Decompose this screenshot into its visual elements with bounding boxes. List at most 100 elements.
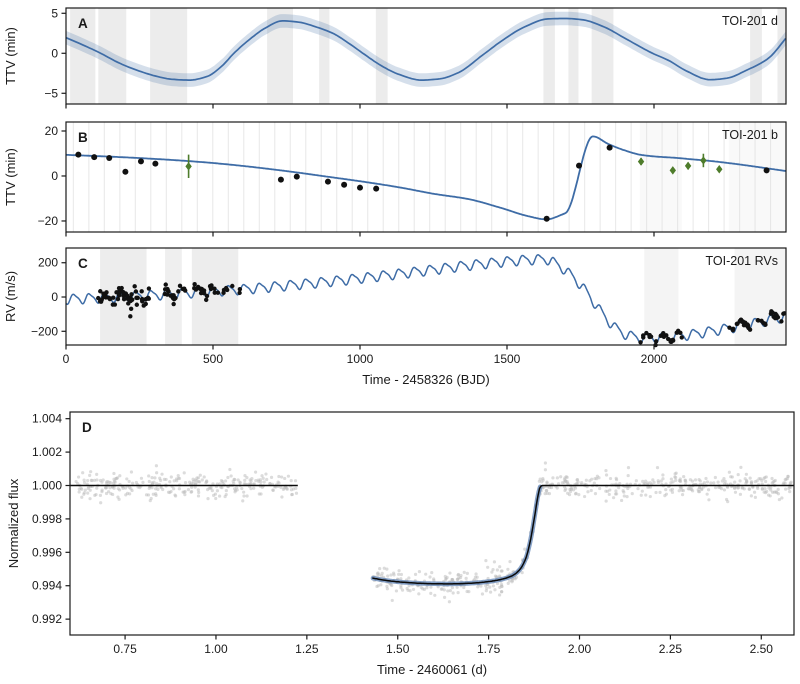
y-axis-tick-label: 200 [38,256,58,270]
ttv-data-point [293,173,300,180]
flux-data-point [644,479,648,483]
ttv-data-point [576,162,583,169]
flux-data-point [595,477,599,481]
flux-data-point [626,473,630,478]
flux-data-point [543,468,548,472]
flux-data-point [282,486,286,490]
flux-data-point [752,490,757,494]
observation-window-stripe [319,8,330,104]
flux-data-point [491,568,495,572]
flux-data-point [411,587,416,592]
ttv-data-point-green [669,166,677,175]
flux-data-point [397,572,401,576]
flux-data-point [294,491,299,495]
flux-data-point [712,481,716,485]
flux-data-point [382,566,386,570]
flux-data-point [448,589,452,593]
rv-data-point [116,293,122,298]
panel-letter: A [78,16,88,31]
flux-data-point [428,575,432,579]
flux-data-point [88,473,92,477]
x-axis-tick-label: 0 [63,352,70,366]
flux-data-point [196,488,200,492]
flux-data-point [89,470,93,474]
flux-data-point [113,480,117,484]
flux-data-point [661,477,665,481]
flux-data-point [182,471,186,475]
flux-data-point [86,491,90,495]
flux-data-point [655,466,660,470]
flux-data-point [233,477,237,482]
flux-data-point [674,478,678,482]
flux-data-point [697,478,701,482]
flux-data-point [268,481,272,486]
flux-data-point [693,478,698,482]
flux-data-point [376,584,380,588]
observation-window-stripe [750,8,762,104]
rv-data-point [146,286,152,291]
flux-data-point [494,575,499,579]
flux-data-point [784,487,788,491]
flux-data-point [663,493,667,498]
rv-data-point [668,338,674,343]
ttv-data-point [543,215,550,222]
x-axis-tick-label: 2.00 [568,642,592,656]
observation-window-stripe [568,8,579,104]
transit-model-uncertainty-band [370,484,543,587]
flux-data-point [219,478,224,483]
flux-data-point [385,567,389,571]
rv-data-point [755,318,761,323]
flux-data-point [413,572,418,576]
flux-data-point [506,581,510,585]
flux-data-point [386,574,390,578]
flux-data-point [588,479,592,483]
ttv-data-point [91,154,98,161]
observation-window-stripe [734,248,786,345]
flux-data-point [451,591,455,595]
flux-data-point [574,491,578,495]
flux-data-point [95,472,99,476]
flux-data-point [614,489,618,493]
flux-data-point [604,473,609,477]
rv-data-point [116,286,122,291]
flux-data-point [770,476,774,481]
flux-data-point [249,479,253,483]
flux-data-point [493,588,497,592]
flux-data-point [76,482,80,486]
x-axis-tick-label: 500 [203,352,223,366]
flux-data-point [506,567,510,571]
flux-data-point [729,475,733,479]
observation-window-stripe [639,122,682,232]
y-axis-tick-label: 0 [51,169,58,183]
rv-data-point [104,290,109,295]
flux-data-point [159,478,163,482]
x-axis-tick-label: 1000 [347,352,374,366]
flux-data-point [763,487,767,491]
flux-data-point [245,476,249,480]
flux-data-point [577,493,581,497]
ttv-data-point-green [637,157,645,166]
flux-data-point [128,492,132,496]
flux-data-point [77,490,81,494]
rv-data-point [127,297,132,303]
flux-data-point [432,577,436,581]
flux-data-point [223,479,228,483]
y-axis-tick-label: 1.000 [32,478,62,492]
flux-data-point [462,585,466,590]
flux-data-point [733,490,738,494]
flux-data-point [83,488,87,492]
flux-data-point [168,480,172,484]
flux-data-point [141,480,145,484]
flux-data-point [82,478,86,482]
flux-data-point [559,475,563,479]
flux-data-point [700,487,704,492]
flux-data-point [706,488,711,492]
rv-data-point [139,289,144,294]
rv-data-point [121,296,127,302]
flux-data-point [98,493,103,498]
flux-data-point [704,476,708,481]
flux-data-point [658,490,662,494]
ttv-model-uncertainty-band [66,11,786,87]
ttv-data-point [75,151,82,158]
